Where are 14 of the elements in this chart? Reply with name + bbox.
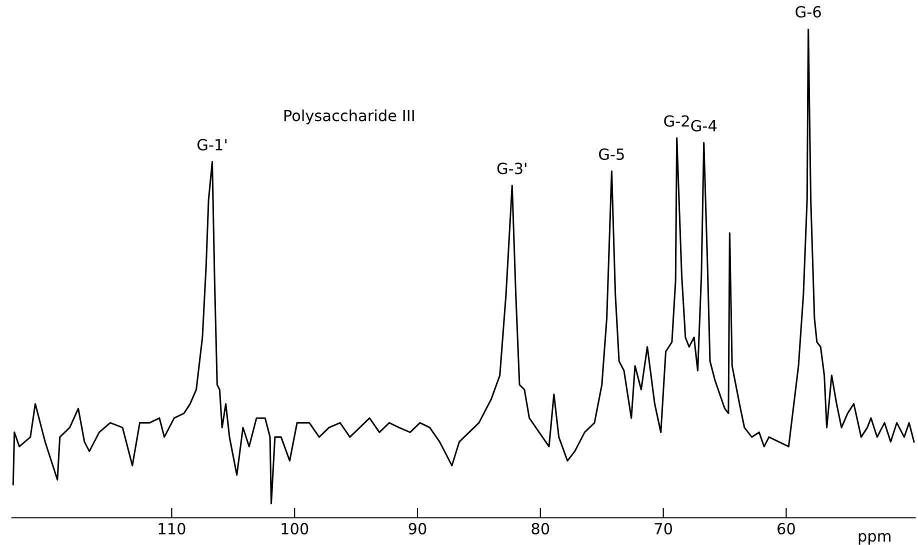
- x-tick-label: 110: [158, 522, 186, 534]
- x-tick-label: 70: [654, 522, 672, 534]
- annotation: G-6: [796, 6, 821, 18]
- x-tick-label: 100: [282, 522, 308, 534]
- x-tick-label: 90: [408, 522, 426, 534]
- x-tick-label: 60: [778, 522, 795, 534]
- annotation: G-2: [664, 115, 689, 127]
- annotation: G-5: [599, 148, 624, 160]
- annotation: G-1': [197, 138, 226, 150]
- x-tick-label: 80: [532, 522, 550, 534]
- x-axis-title: ppm: [858, 533, 890, 545]
- annotation: G-4: [691, 120, 717, 132]
- annotation: Polysaccharide III: [284, 109, 414, 124]
- annotation: G-3': [497, 162, 526, 174]
